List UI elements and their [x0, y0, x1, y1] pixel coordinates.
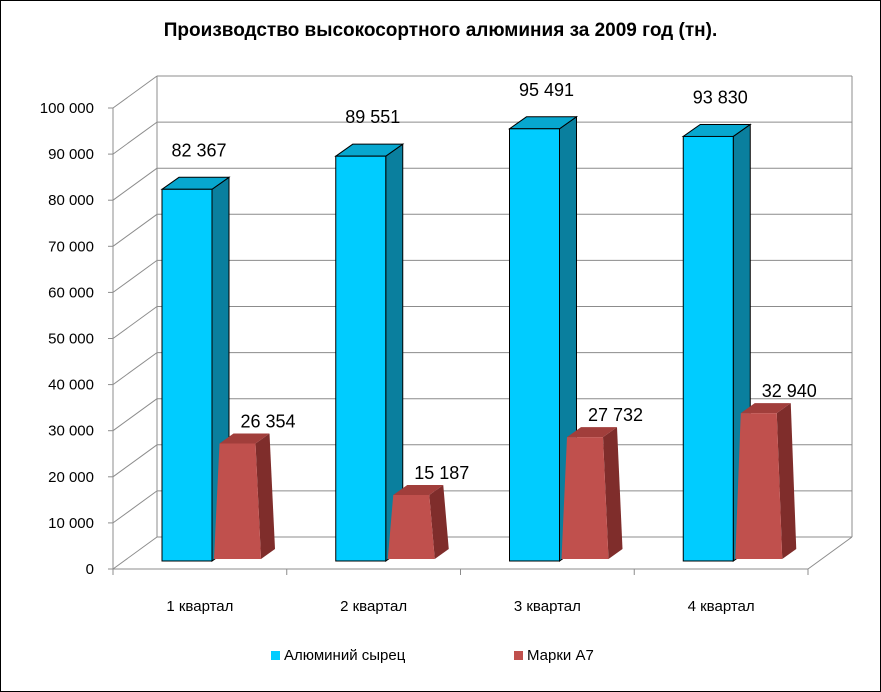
y-tick-label: 100 000: [40, 100, 94, 117]
y-tick-label: 70 000: [48, 238, 94, 255]
data-label-aluminium: 93 830: [693, 87, 748, 107]
y-tick-label: 90 000: [48, 146, 94, 163]
data-label-a7: 32 940: [762, 381, 817, 401]
x-category-label: 3 квартал: [514, 598, 581, 615]
bar-aluminium: [682, 135, 734, 562]
data-label-a7: 27 732: [588, 405, 643, 425]
y-tick-label: 60 000: [48, 284, 94, 301]
bar-a7-side: [776, 403, 797, 559]
bar-a7-top: [219, 433, 270, 444]
y-tick-label: 50 000: [48, 331, 94, 348]
gridline-side: [112, 444, 158, 478]
gridline-side: [112, 536, 158, 570]
bar-a7-top: [567, 427, 617, 438]
x-category-label: 2 квартал: [340, 598, 407, 615]
bar-a7-side: [255, 433, 275, 559]
gridline-side: [112, 75, 158, 109]
gridline-side: [112, 398, 158, 432]
data-label-aluminium: 95 491: [519, 80, 574, 100]
legend-swatch-a7: [514, 651, 523, 660]
chart-title: Производство высокосортного алюминия за …: [163, 20, 718, 41]
bar-a7: [561, 437, 609, 559]
bar-a7-side: [429, 484, 449, 559]
gridline-side: [112, 213, 158, 247]
data-label-a7: 26 354: [240, 412, 295, 432]
data-label-aluminium: 82 367: [171, 140, 226, 160]
bar-a7: [387, 494, 435, 559]
gridline-side: [112, 490, 158, 524]
legend-label-aluminium: Алюминий сырец: [284, 647, 406, 664]
gridline-side: [112, 352, 158, 386]
y-tick-label: 0: [86, 561, 94, 578]
gridline-side: [112, 167, 158, 201]
legend-swatch-aluminium: [271, 651, 280, 660]
x-category-label: 4 квартал: [688, 598, 755, 615]
data-label-aluminium: 89 551: [345, 107, 400, 127]
bar-aluminium: [161, 188, 213, 562]
legend-label-a7: Марки А7: [527, 647, 594, 664]
y-tick-label: 40 000: [48, 377, 94, 394]
bar-a7-side: [603, 427, 623, 559]
gridline-side: [112, 121, 158, 155]
bar-a7-top: [393, 484, 444, 495]
gridline-side: [112, 259, 158, 293]
y-tick-label: 20 000: [48, 469, 94, 486]
bar-aluminium: [335, 155, 387, 562]
x-category-label: 1 квартал: [166, 598, 233, 615]
gridline-side: [112, 306, 158, 339]
bar-a7: [735, 413, 783, 559]
bar-a7-top: [740, 403, 791, 414]
y-tick-label: 10 000: [48, 515, 94, 532]
data-label-a7: 15 187: [414, 463, 469, 483]
y-tick-label: 30 000: [48, 423, 94, 440]
y-tick-label: 80 000: [48, 192, 94, 209]
floor-right-edge: [807, 536, 853, 570]
bar-aluminium: [509, 128, 560, 562]
bar-a7: [214, 443, 261, 559]
